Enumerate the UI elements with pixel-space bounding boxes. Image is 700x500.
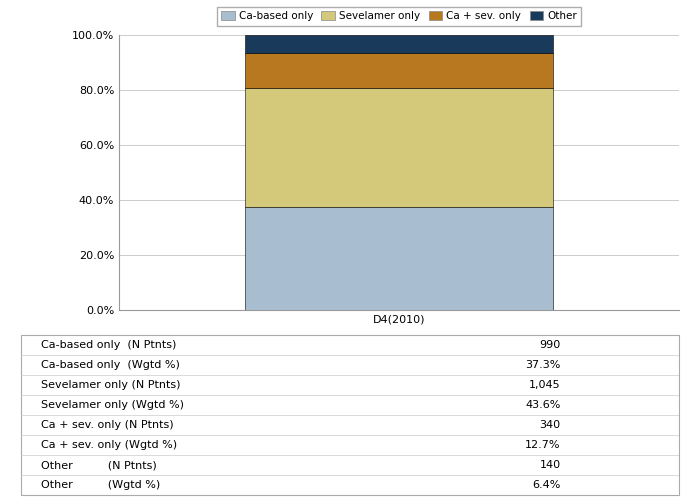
- Text: Other          (N Ptnts): Other (N Ptnts): [41, 460, 157, 470]
- Text: Other          (Wgtd %): Other (Wgtd %): [41, 480, 160, 490]
- Bar: [245, 88, 553, 208]
- Text: 43.6%: 43.6%: [525, 400, 561, 410]
- Text: 37.3%: 37.3%: [525, 360, 561, 370]
- Text: Sevelamer only (N Ptnts): Sevelamer only (N Ptnts): [41, 380, 180, 390]
- Bar: [245, 52, 553, 88]
- Text: 990: 990: [539, 340, 561, 350]
- Text: 340: 340: [540, 420, 561, 430]
- Text: Ca + sev. only (Wgtd %): Ca + sev. only (Wgtd %): [41, 440, 177, 450]
- Text: Sevelamer only (Wgtd %): Sevelamer only (Wgtd %): [41, 400, 183, 410]
- Text: Ca-based only  (Wgtd %): Ca-based only (Wgtd %): [41, 360, 180, 370]
- Text: 1,045: 1,045: [529, 380, 561, 390]
- Legend: Ca-based only, Sevelamer only, Ca + sev. only, Other: Ca-based only, Sevelamer only, Ca + sev.…: [217, 7, 581, 26]
- Text: 140: 140: [540, 460, 561, 470]
- Text: Ca-based only  (N Ptnts): Ca-based only (N Ptnts): [41, 340, 176, 350]
- Text: 12.7%: 12.7%: [525, 440, 561, 450]
- Text: Ca + sev. only (N Ptnts): Ca + sev. only (N Ptnts): [41, 420, 174, 430]
- Text: 6.4%: 6.4%: [532, 480, 561, 490]
- Bar: [245, 35, 553, 52]
- Bar: [245, 208, 553, 310]
